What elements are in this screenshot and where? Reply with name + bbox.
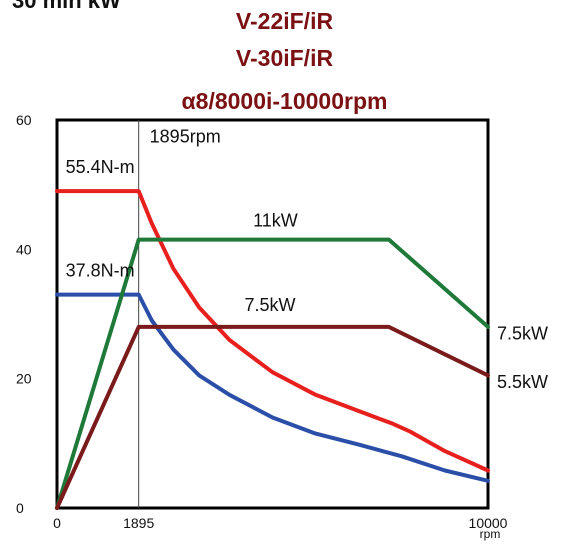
annotation-label: 7.5kW (244, 295, 295, 315)
annotation-label: 55.4N-m (66, 157, 135, 177)
x-tick-label: 0 (53, 515, 61, 531)
title-model-2: V-30iF/iR (235, 45, 334, 71)
annotation-label: 11kW (253, 211, 298, 231)
chart-title: α8/8000i-10000rpm (181, 88, 388, 114)
x-tick-label: 10000 (469, 515, 508, 531)
plot-frame (55, 118, 490, 510)
annotation-label: 37.8N-m (66, 260, 135, 280)
cut-off-header-text: 30 min kW (12, 0, 121, 13)
y-tick-label: 0 (16, 500, 24, 516)
series-line-1 (55, 189, 490, 473)
y-tick-label: 60 (16, 112, 32, 128)
y-tick-label: 40 (16, 241, 32, 257)
end-label: 5.5kW (497, 372, 548, 392)
series-line-4 (55, 324, 490, 510)
y-tick-label: 20 (16, 371, 32, 387)
x-unit-label: rpm (480, 527, 501, 541)
end-label: 7.5kW (497, 323, 548, 343)
series-line-3 (55, 237, 490, 510)
annotation-label: 1895rpm (150, 127, 221, 147)
series-line-2 (55, 292, 490, 483)
title-model-1: V-22iF/iR (235, 8, 334, 34)
x-tick-label: 1895 (123, 515, 154, 531)
